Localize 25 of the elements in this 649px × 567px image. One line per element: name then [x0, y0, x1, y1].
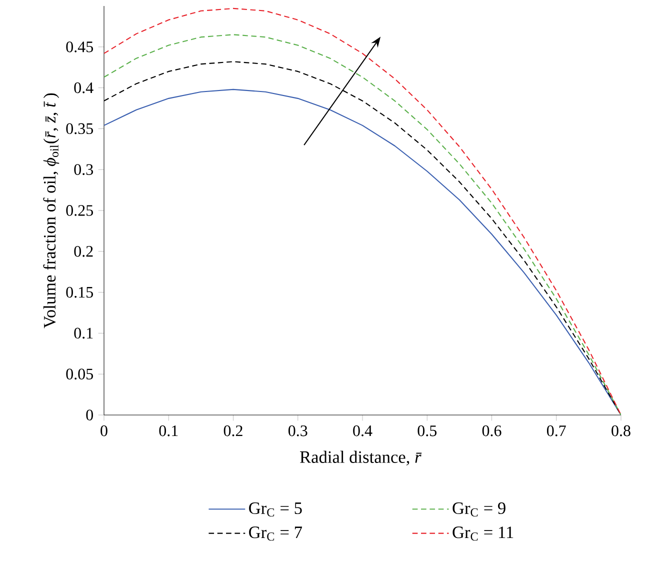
y-tick-label: 0.2	[74, 246, 93, 257]
y-tick-label: 0.3	[74, 164, 93, 176]
x-tick-label: 0.7	[546, 425, 566, 436]
legend-label: Gr$_{C}$ = 11	[452, 526, 514, 541]
x-tick-label: 0.5	[418, 425, 437, 436]
legend-label: Gr$_{C}$ = 9	[452, 502, 506, 517]
x-tick-label: 0.2	[224, 425, 242, 436]
legend-label: Gr$_{C}$ = 5	[249, 502, 302, 517]
x-tick-label: 0.1	[159, 425, 178, 436]
x-tick-label: 0.3	[288, 425, 308, 436]
y-tick-label: 0	[86, 410, 93, 420]
y-tick-label: 0.1	[74, 328, 93, 339]
x-tick-label: 0.8	[612, 425, 630, 436]
legend-label: Gr$_{C}$ = 7	[249, 526, 302, 541]
y-tick-label: 0.15	[66, 286, 93, 298]
x-tick-label: 0.4	[353, 425, 372, 436]
x-axis-title: Radial distance, r̄	[300, 450, 422, 466]
text: Volume fraction of oil, ϕ$_{oil}$(r̄, z̄, t̄)	[43, 93, 60, 328]
y-tick-label: 0.05	[66, 368, 93, 380]
x-tick-label: 0.6	[482, 425, 502, 436]
y-tick-label: 0.35	[66, 123, 93, 134]
y-tick-label: 0.45	[66, 41, 93, 52]
y-tick-label: 0.25	[66, 205, 93, 216]
x-tick-label: 0	[100, 425, 108, 436]
y-tick-label: 0.4	[74, 82, 94, 94]
